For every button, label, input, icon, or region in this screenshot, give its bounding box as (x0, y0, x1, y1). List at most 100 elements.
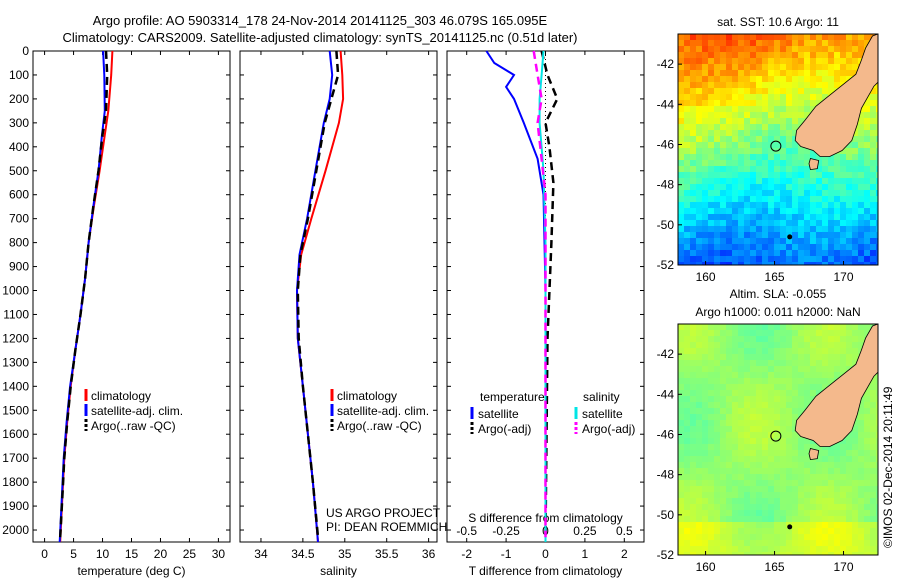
legend-label: climatology (91, 389, 151, 403)
map-cell (762, 546, 768, 552)
map-cell (690, 172, 696, 178)
map-cell (870, 510, 876, 516)
map-cell (684, 480, 690, 486)
map-cell (774, 414, 780, 420)
map-cell (768, 172, 774, 178)
map-cell (816, 516, 822, 522)
map-cell (756, 106, 762, 112)
map-cell (762, 324, 768, 330)
map-cell (756, 348, 762, 354)
map-cell (786, 414, 792, 420)
map-cell (762, 390, 768, 396)
map-cell (720, 220, 726, 226)
map-cell (756, 474, 762, 480)
map-cell (792, 450, 798, 456)
map-cell (768, 396, 774, 402)
map-cell (714, 324, 720, 330)
map-cell (708, 546, 714, 552)
map-cell (750, 474, 756, 480)
map-cell (798, 262, 804, 265)
map-cell (732, 40, 738, 46)
map-cell (852, 154, 858, 160)
map-cell (702, 238, 708, 244)
map-cell (804, 336, 810, 342)
map-cell (714, 208, 720, 214)
map-cell (726, 492, 732, 498)
map-cell (768, 178, 774, 184)
map-cell (870, 378, 876, 384)
map-cell (732, 474, 738, 480)
map-cell (780, 208, 786, 214)
map-cell (798, 516, 804, 522)
map-cell (690, 178, 696, 184)
map-cell (840, 516, 846, 522)
map-cell (876, 498, 878, 504)
map-cell (780, 166, 786, 172)
map-cell (738, 124, 744, 130)
map-cell (810, 202, 816, 208)
map-cell (876, 142, 878, 148)
map-cell (810, 480, 816, 486)
map-cell (726, 324, 732, 330)
map-cell (792, 456, 798, 462)
map-cell (804, 40, 810, 46)
map-cell (702, 516, 708, 522)
map-cell (726, 52, 732, 58)
map-cell (696, 262, 702, 265)
map-cell (846, 202, 852, 208)
map-cell (696, 534, 702, 540)
map-cell (858, 184, 864, 190)
map-cell (858, 486, 864, 492)
map-cell (750, 196, 756, 202)
map-cell (690, 112, 696, 118)
map-cell (708, 238, 714, 244)
map-cell (756, 414, 762, 420)
argo-marker (770, 140, 782, 152)
map-cell (738, 130, 744, 136)
map-cell (816, 82, 822, 88)
map-cell (762, 70, 768, 76)
map-cell (834, 58, 840, 64)
map-cell (768, 34, 774, 40)
map-cell (732, 82, 738, 88)
y-tick-label: -42 (657, 57, 675, 71)
map-cell (870, 178, 876, 184)
map-cell (750, 124, 756, 130)
map-cell (756, 94, 762, 100)
map-cell (768, 456, 774, 462)
map-cell (780, 486, 786, 492)
map-cell (828, 474, 834, 480)
legend-label: satellite (582, 407, 623, 421)
map-cell (870, 100, 876, 106)
map-cell (792, 462, 798, 468)
map-cell (762, 160, 768, 166)
map-cell (702, 444, 708, 450)
map-cell (678, 354, 684, 360)
map-cell (798, 354, 804, 360)
map-cell (792, 552, 798, 555)
y-tick-label: 1400 (2, 379, 29, 393)
map-cell (840, 330, 846, 336)
map-cell (792, 232, 798, 238)
map-cell (864, 444, 870, 450)
map-cell (750, 184, 756, 190)
map-cell (792, 348, 798, 354)
map-cell (822, 250, 828, 256)
map-cell (720, 330, 726, 336)
map-cell (852, 262, 858, 265)
map-cell (876, 232, 878, 238)
map-cell (810, 444, 816, 450)
map-cell (762, 468, 768, 474)
map-cell (756, 190, 762, 196)
map-cell (756, 226, 762, 232)
map-cell (864, 178, 870, 184)
map-cell (684, 384, 690, 390)
map-cell (852, 354, 858, 360)
map-cell (756, 76, 762, 82)
map-cell (804, 528, 810, 534)
map-cell (846, 214, 852, 220)
map-cell (798, 480, 804, 486)
map-cell (774, 528, 780, 534)
map-cell (828, 480, 834, 486)
